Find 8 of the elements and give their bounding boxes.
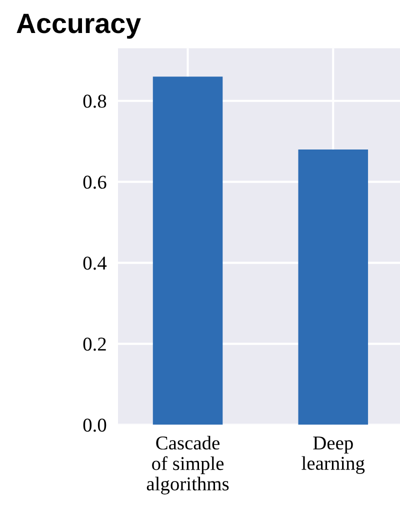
x-tick-label: Deep learning — [302, 436, 365, 474]
y-tick-label: 0.4 — [83, 256, 107, 270]
y-tick-label: 0.0 — [83, 418, 106, 432]
x-tick-label: Cascade of simple algorithms — [146, 436, 229, 494]
y-tick-label: 0.2 — [83, 338, 106, 351]
y-tick-label: 0.8 — [83, 94, 106, 108]
chart-title: Accuracy — [16, 14, 141, 39]
y-tick-label: 0.6 — [83, 176, 106, 189]
